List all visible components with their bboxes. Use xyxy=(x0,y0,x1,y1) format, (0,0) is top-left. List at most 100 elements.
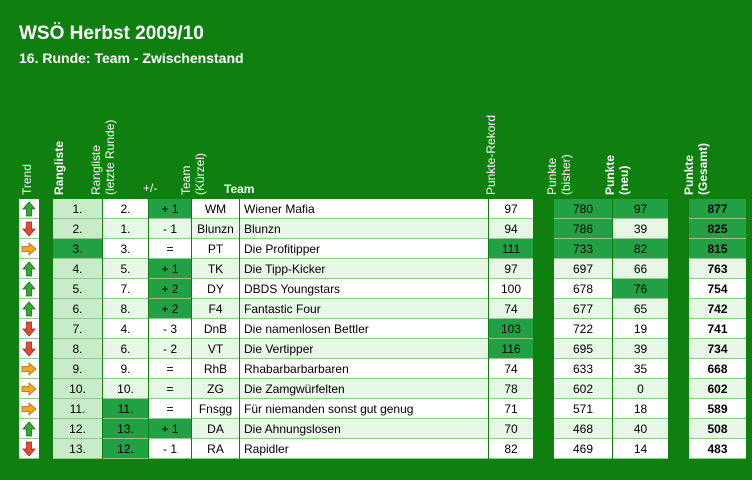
prev-rank-cell: 9. xyxy=(103,359,148,379)
abbr-cell: WM xyxy=(192,199,239,219)
points-new-cell: 40 xyxy=(613,419,668,439)
points-new-cell: 76 xyxy=(613,279,668,299)
header-record: Punkte-Rekord xyxy=(484,114,498,195)
record-cell: 78 xyxy=(489,379,533,399)
table-row: 13. 12. - 1 RA Rapidler 82 469 14 483 xyxy=(19,439,746,459)
abbr-cell: RA xyxy=(192,439,239,459)
points-prev-cell: 786 xyxy=(554,219,612,239)
header-abbr-1: Team xyxy=(179,165,193,195)
rank-cell: 8. xyxy=(53,339,102,359)
diff-cell: + 2 xyxy=(149,299,191,319)
points-prev-cell: 697 xyxy=(554,259,612,279)
diff-cell: = xyxy=(149,399,191,419)
prev-rank-cell: 6. xyxy=(103,339,148,359)
points-total-cell: 754 xyxy=(689,279,746,299)
diff-cell: = xyxy=(149,359,191,379)
arrow-down-icon xyxy=(19,339,39,359)
abbr-cell: DA xyxy=(192,419,239,439)
record-cell: 74 xyxy=(489,359,533,379)
diff-cell: = xyxy=(149,239,191,259)
abbr-cell: Fnsgg xyxy=(192,399,239,419)
rank-cell: 13. xyxy=(53,439,102,459)
prev-rank-cell: 7. xyxy=(103,279,148,299)
abbr-cell: VT xyxy=(192,339,239,359)
abbr-cell: F4 xyxy=(192,299,239,319)
team-name-cell: Die namenlosen Bettler xyxy=(240,319,488,339)
prev-rank-cell: 5. xyxy=(103,259,148,279)
points-new-cell: 14 xyxy=(613,439,668,459)
points-total-cell: 508 xyxy=(689,419,746,439)
team-name-cell: Die Profitipper xyxy=(240,239,488,259)
team-name-cell: Für niemanden sonst gut genug xyxy=(240,399,488,419)
diff-cell: + 1 xyxy=(149,259,191,279)
points-new-cell: 39 xyxy=(613,339,668,359)
team-name-cell: Die Vertipper xyxy=(240,339,488,359)
table-row: 2. 1. - 1 Blunzn Blunzn 94 786 39 825 xyxy=(19,219,746,239)
arrow-down-icon xyxy=(19,219,39,239)
arrow-up-icon xyxy=(19,199,39,219)
abbr-cell: DnB xyxy=(192,319,239,339)
points-total-cell: 825 xyxy=(689,219,746,239)
prev-rank-cell: 8. xyxy=(103,299,148,319)
record-cell: 82 xyxy=(489,439,533,459)
rank-cell: 5. xyxy=(53,279,102,299)
prev-rank-cell: 12. xyxy=(103,439,148,459)
table-row: 1. 2. + 1 WM Wiener Mafia 97 780 97 877 xyxy=(19,199,746,219)
abbr-cell: PT xyxy=(192,239,239,259)
standings-table: 1. 2. + 1 WM Wiener Mafia 97 780 97 877 2. 1. - 1 Bl… xyxy=(19,199,746,459)
arrow-up-icon xyxy=(19,299,39,319)
header-diff: +/- xyxy=(143,181,158,195)
header-prev-rank-1: Rangliste xyxy=(89,144,103,195)
points-new-cell: 0 xyxy=(613,379,668,399)
points-prev-cell: 602 xyxy=(554,379,612,399)
record-cell: 71 xyxy=(489,399,533,419)
rank-cell: 4. xyxy=(53,259,102,279)
prev-rank-cell: 1. xyxy=(103,219,148,239)
rank-cell: 12. xyxy=(53,419,102,439)
points-new-cell: 65 xyxy=(613,299,668,319)
rank-cell: 6. xyxy=(53,299,102,319)
points-prev-cell: 571 xyxy=(554,399,612,419)
points-prev-cell: 780 xyxy=(554,199,612,219)
arrow-up-icon xyxy=(19,279,39,299)
prev-rank-cell: 13. xyxy=(103,419,148,439)
team-name-cell: Die Ahnungslosen xyxy=(240,419,488,439)
points-total-cell: 815 xyxy=(689,239,746,259)
points-prev-cell: 469 xyxy=(554,439,612,459)
page-title: WSÖ Herbst 2009/10 xyxy=(19,23,204,44)
points-total-cell: 741 xyxy=(689,319,746,339)
points-total-cell: 589 xyxy=(689,399,746,419)
points-total-cell: 763 xyxy=(689,259,746,279)
header-total-2: (Gesamt) xyxy=(696,142,710,195)
record-cell: 97 xyxy=(489,259,533,279)
record-cell: 100 xyxy=(489,279,533,299)
table-row: 3. 3. = PT Die Profitipper 111 733 82 815 xyxy=(19,239,746,259)
table-row: 5. 7. + 2 DY DBDS Youngstars 100 678 76 754 xyxy=(19,279,746,299)
record-cell: 97 xyxy=(489,199,533,219)
diff-cell: - 3 xyxy=(149,319,191,339)
record-cell: 94 xyxy=(489,219,533,239)
points-prev-cell: 695 xyxy=(554,339,612,359)
header-new-points-2: (neu) xyxy=(617,165,631,195)
points-total-cell: 734 xyxy=(689,339,746,359)
record-cell: 111 xyxy=(489,239,533,259)
points-new-cell: 19 xyxy=(613,319,668,339)
table-row: 11. 11. = Fnsgg Für niemanden sonst gut genu… xyxy=(19,399,746,419)
team-name-cell: Blunzn xyxy=(240,219,488,239)
rank-cell: 7. xyxy=(53,319,102,339)
rank-cell: 10. xyxy=(53,379,102,399)
header-total-1: Punkte xyxy=(682,154,696,195)
diff-cell: - 2 xyxy=(149,339,191,359)
table-row: 10. 10. = ZG Die Zamgwürfelten 78 602 0 602 xyxy=(19,379,746,399)
prev-rank-cell: 3. xyxy=(103,239,148,259)
points-prev-cell: 677 xyxy=(554,299,612,319)
rank-cell: 2. xyxy=(53,219,102,239)
points-total-cell: 483 xyxy=(689,439,746,459)
team-name-cell: Die Tipp-Kicker xyxy=(240,259,488,279)
points-prev-cell: 678 xyxy=(554,279,612,299)
abbr-cell: DY xyxy=(192,279,239,299)
arrow-right-icon xyxy=(19,359,39,379)
header-prev-rank-2: (letzte Runde) xyxy=(103,119,117,195)
header-prev-points-1: Punkte xyxy=(545,157,559,195)
diff-cell: + 1 xyxy=(149,199,191,219)
